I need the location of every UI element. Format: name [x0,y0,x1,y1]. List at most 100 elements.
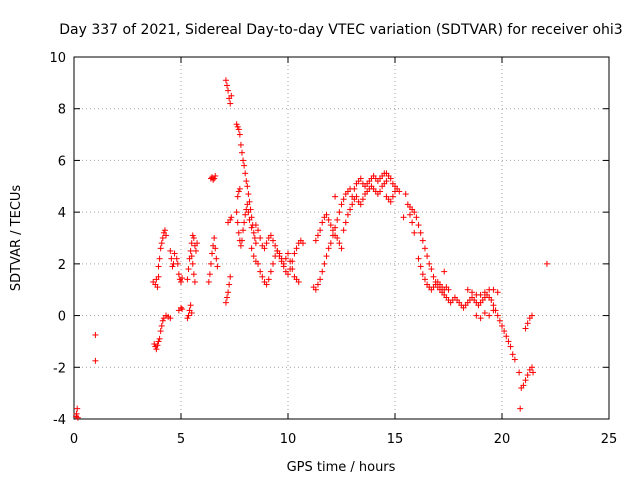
data-point [245,191,252,198]
data-point [179,275,186,282]
data-point [400,214,407,221]
data-point [163,232,170,239]
data-point [293,245,300,252]
data-point [317,276,324,283]
data-point [74,414,81,421]
data-point [156,335,163,342]
data-point [342,219,349,226]
y-tick-label: -2 [53,361,66,376]
data-point [158,322,165,329]
y-tick-label: 8 [58,103,66,118]
data-point [505,338,512,345]
data-point [321,260,328,267]
data-point [325,245,332,252]
data-point [267,232,274,239]
data-point [524,320,531,327]
plot-frame [73,56,610,420]
data-point [248,245,255,252]
data-point [237,141,244,148]
data-point [214,263,221,270]
data-point [481,289,488,296]
data-point [481,309,488,316]
data-point [516,369,523,376]
data-point [486,312,493,319]
data-point [205,278,212,285]
data-point [156,255,163,262]
y-tick-label: 6 [58,154,66,169]
data-point [267,268,274,275]
data-point [237,242,244,249]
data-point [255,260,262,267]
data-point [477,315,484,322]
x-tick-label: 5 [177,432,185,447]
data-point [225,289,232,296]
data-point [189,232,196,239]
data-point [212,172,219,179]
data-point [347,206,354,213]
data-point [244,183,251,190]
data-point [224,294,231,301]
data-point [210,176,217,183]
data-point [175,271,182,278]
data-point [73,410,80,417]
data-point [336,209,343,216]
data-point [357,175,364,182]
data-point [206,271,213,278]
data-point [357,201,364,208]
data-point [242,211,249,218]
data-point [184,315,191,322]
data-point [349,193,356,200]
data-point [441,268,448,275]
data-point [415,222,422,229]
data-point [490,307,497,314]
data-point [464,286,471,293]
y-tick-label: 0 [58,310,66,325]
data-point [383,178,390,185]
data-point [240,157,247,164]
data-point [185,266,192,273]
data-point [280,260,287,267]
data-point [233,121,240,128]
data-point [191,278,198,285]
data-point [161,227,168,234]
data-point [255,227,262,234]
data-point [158,240,165,247]
y-axis-label: SDTVAR / TECUs [9,185,24,292]
data-point [338,201,345,208]
data-point [323,211,330,218]
data-point [496,317,503,324]
data-point [511,356,518,363]
data-point [235,126,242,133]
data-point [187,247,194,254]
data-point [222,77,229,84]
data-point [242,170,249,177]
data-point [207,260,214,267]
data-point [473,312,480,319]
data-point [241,219,248,226]
y-tick-label: 2 [58,258,66,273]
data-point [282,255,289,262]
data-point [349,201,356,208]
y-tick-label: 4 [58,206,66,221]
data-point [417,263,424,270]
data-point [234,193,241,200]
data-point [259,273,266,280]
data-point [317,227,324,234]
data-point [241,162,248,169]
data-point [314,232,321,239]
data-point [338,245,345,252]
data-point [92,331,99,338]
data-point [188,253,195,260]
data-point [421,276,428,283]
data-point [340,227,347,234]
data-point [188,240,195,247]
data-point [248,224,255,231]
data-point [167,247,174,254]
data-point [522,377,529,384]
data-point [234,123,241,130]
data-point [171,250,178,257]
data-point [261,245,268,252]
data-point [236,131,243,138]
data-point [211,175,218,182]
